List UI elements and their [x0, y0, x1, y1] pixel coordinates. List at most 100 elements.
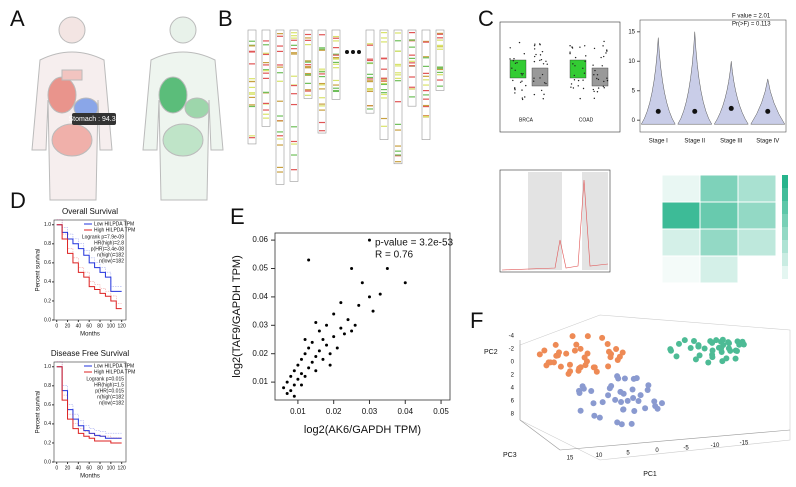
- point: [533, 48, 536, 50]
- band: [319, 75, 325, 78]
- y-tick-label: 10: [628, 59, 635, 65]
- point: [572, 63, 574, 65]
- y-tick-label: 0: [511, 360, 515, 366]
- band: [395, 74, 401, 76]
- y-tick-label: 0.2: [44, 440, 51, 446]
- point: [403, 281, 407, 285]
- band: [305, 74, 311, 76]
- point: [535, 53, 537, 56]
- band: [319, 105, 325, 107]
- pca-point: [701, 345, 708, 352]
- chromosome: [289, 29, 299, 182]
- point: [328, 352, 332, 356]
- point: [534, 43, 536, 45]
- band: [249, 137, 255, 139]
- pca-point: [624, 397, 631, 404]
- point: [600, 56, 602, 59]
- band: [333, 79, 339, 82]
- point: [533, 77, 535, 79]
- band: [381, 68, 387, 70]
- band: [277, 144, 283, 146]
- point: [514, 87, 516, 90]
- band: [277, 120, 283, 122]
- band: [423, 94, 429, 96]
- colorbar: [782, 214, 788, 227]
- pca-point: [675, 340, 682, 347]
- point: [533, 55, 536, 58]
- point: [574, 65, 576, 67]
- pca-point: [545, 359, 552, 366]
- band: [249, 45, 255, 47]
- y-tick-label: 0.4: [44, 279, 51, 285]
- band: [381, 125, 387, 127]
- band: [381, 78, 387, 80]
- band: [409, 39, 415, 41]
- x-tick-label: 120: [117, 465, 126, 471]
- y-tick-label: -4: [509, 334, 515, 340]
- band: [367, 44, 373, 46]
- x-tick-label: 60: [86, 323, 92, 329]
- x-tick-label: -10: [711, 443, 720, 449]
- panel-frame: [499, 21, 621, 133]
- band: [263, 91, 269, 93]
- x-tick-label: 80: [97, 323, 103, 329]
- band: [367, 88, 373, 90]
- x-tick-label: 5: [626, 451, 630, 457]
- point: [296, 363, 300, 367]
- point: [521, 97, 524, 99]
- band: [395, 63, 401, 66]
- band: [305, 64, 311, 66]
- point: [303, 374, 307, 378]
- body-map: [31, 16, 224, 201]
- band: [249, 80, 255, 83]
- pca-point: [550, 359, 557, 366]
- band: [381, 97, 387, 99]
- chromosome: [393, 29, 403, 165]
- point: [539, 54, 542, 56]
- heat-cell: [699, 228, 739, 257]
- band: [263, 53, 269, 56]
- band: [367, 62, 373, 64]
- panel-label: B: [218, 6, 233, 31]
- band: [367, 78, 373, 80]
- y-tick-label: 15: [628, 29, 635, 35]
- point: [511, 67, 513, 69]
- band: [409, 57, 415, 59]
- heat-cell: [661, 255, 701, 284]
- band: [291, 44, 297, 46]
- pca-point: [573, 341, 580, 348]
- point: [606, 79, 609, 82]
- survival-band: [56, 219, 122, 304]
- colorbar: [782, 201, 788, 214]
- band: [395, 155, 401, 157]
- point: [583, 72, 586, 74]
- y-tick-label: 0.03: [252, 320, 268, 329]
- pca-point: [605, 363, 612, 370]
- pca-point: [557, 363, 564, 370]
- band: [437, 67, 443, 69]
- band: [395, 101, 401, 103]
- heat-cell: [737, 255, 777, 284]
- violin: [677, 31, 713, 125]
- band: [437, 66, 443, 68]
- band: [423, 65, 429, 67]
- x-axis-label: log2(AK6/GAPDH TPM): [304, 424, 421, 436]
- heat-cell: [737, 201, 777, 230]
- point: [282, 386, 286, 390]
- band: [367, 58, 373, 60]
- panel-label: D: [10, 188, 26, 213]
- band: [395, 50, 401, 52]
- band: [437, 68, 443, 71]
- pca-point: [681, 337, 688, 344]
- band: [367, 43, 373, 45]
- pca-point: [584, 333, 591, 340]
- band: [263, 64, 269, 66]
- heat-cell: [737, 228, 777, 257]
- y-tick-label: 5: [632, 88, 636, 94]
- pca-point: [695, 342, 702, 349]
- band: [409, 88, 415, 90]
- violin: [713, 61, 749, 125]
- band: [291, 53, 297, 55]
- band: [409, 62, 415, 64]
- band: [395, 150, 401, 152]
